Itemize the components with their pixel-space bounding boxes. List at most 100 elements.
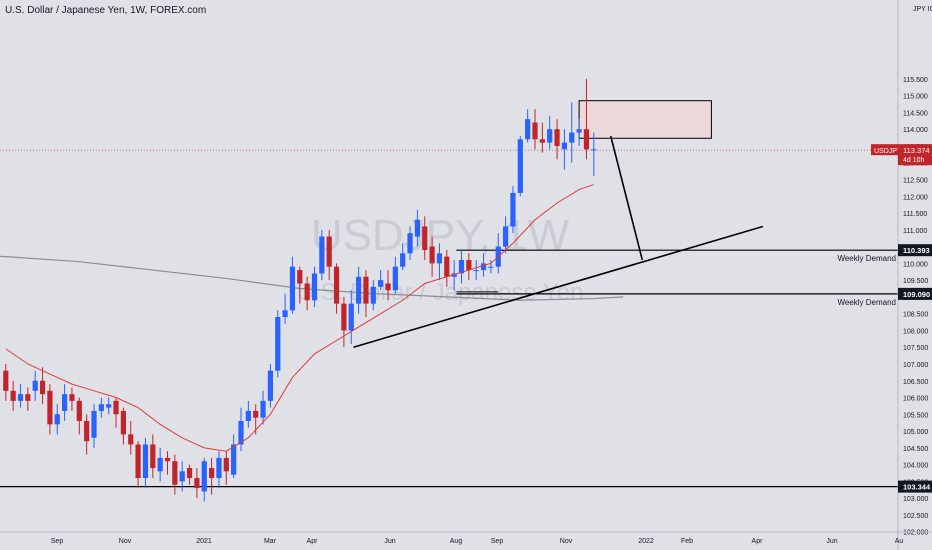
ema-line: [5, 184, 594, 452]
time-tick-label: 2021: [196, 538, 212, 545]
candle-body: [245, 410, 251, 421]
price-tick-label: 105.500: [903, 412, 928, 419]
candle-body: [304, 283, 310, 301]
price-tick-label: 114.500: [903, 110, 928, 117]
time-tick-label: Sep: [491, 538, 504, 545]
price-tick-label: 111.000: [903, 228, 927, 235]
candle-body: [91, 410, 97, 438]
candle-body: [414, 219, 420, 237]
candle-body: [319, 236, 325, 274]
price-tick-label: 107.500: [903, 345, 928, 352]
candle-body: [209, 467, 215, 479]
time-tick-label: Jun: [384, 538, 395, 545]
price-tick-label: 114.000: [903, 127, 928, 134]
time-tick-label: Au: [895, 538, 904, 545]
candle-body: [554, 129, 560, 146]
candle-body: [157, 457, 163, 472]
candle-body: [10, 390, 16, 401]
candle-body: [341, 303, 347, 331]
price-plot: Weekly Demand Weekly Demand: [0, 78, 898, 502]
candle-body: [275, 317, 281, 371]
candle-body: [583, 129, 590, 150]
bar-countdown: 4d 10h: [903, 157, 925, 164]
price-tick-label: 109.500: [903, 278, 928, 285]
candle-body: [385, 283, 391, 291]
candle-body: [591, 149, 597, 151]
candle-body: [106, 404, 112, 408]
candle-body: [113, 400, 119, 415]
candle-body: [54, 414, 60, 425]
candle-body: [150, 444, 156, 468]
candle-body: [289, 266, 296, 311]
candle-body: [120, 410, 126, 435]
currency-label: JPY IO: [913, 6, 932, 13]
candle-body: [400, 253, 406, 267]
candle-body: [179, 471, 185, 482]
watermark-symbol: USDJPY, 1W: [311, 211, 570, 260]
price-tick-label: 102.000: [903, 530, 928, 537]
price-tick-label: 105.000: [903, 429, 928, 436]
last-price-box: [898, 144, 932, 166]
time-tick-label: Sep: [51, 538, 64, 545]
time-tick-label: Nov: [119, 538, 132, 545]
candle-body: [3, 370, 9, 391]
candle-body: [98, 404, 104, 411]
time-axis-ticks[interactable]: Sep Nov 2021 Mar Apr Jun Aug Sep Nov 2022 Feb Apr Ju…: [51, 538, 904, 545]
time-tick-label: Aug: [450, 538, 463, 545]
candle-body: [407, 233, 413, 254]
candle-body: [422, 226, 428, 250]
candle-body: [333, 266, 340, 304]
candle-body: [458, 260, 465, 274]
price-tick-label: 106.500: [903, 379, 928, 386]
projection-path: [609, 135, 644, 261]
candle-body: [363, 276, 369, 304]
candle-body: [370, 286, 376, 304]
ascending-trendline: [353, 225, 764, 348]
price-tick-label: 108.500: [903, 312, 928, 319]
price-tick-label: 106.000: [903, 396, 928, 403]
candle-body: [231, 444, 237, 475]
candle-body: [311, 273, 318, 301]
candle-body: [216, 457, 222, 479]
candle-body: [561, 142, 567, 150]
candle-body: [525, 119, 531, 140]
candle-body: [164, 457, 171, 462]
time-tick-label: Apr: [307, 538, 319, 545]
candle-body: [348, 303, 354, 331]
candle-body: [356, 276, 362, 304]
candle-body: [326, 236, 332, 267]
price-tick-label: 108.000: [903, 328, 928, 335]
symbol-label-box: [871, 144, 898, 156]
time-tick-label: Mar: [264, 538, 277, 545]
candle-body: [47, 390, 53, 425]
price-tick-label: 115.000: [903, 94, 928, 101]
axis-price-labels: 110.393 109.090 103.344 USDJPY 113.374 4d 10h: [871, 144, 932, 493]
level-price-label: 110.393: [903, 246, 930, 255]
weekly-demand-label: Weekly Demand: [837, 298, 896, 307]
candle-body: [503, 226, 509, 247]
candle-body: [297, 270, 303, 284]
candle-body: [135, 444, 141, 479]
level-price-label: 103.344: [903, 483, 931, 492]
price-tick-label: 112.000: [903, 194, 928, 201]
candle-body: [201, 461, 207, 492]
candle-body: [480, 263, 487, 271]
candle-body: [84, 420, 90, 442]
price-tick-label: 104.000: [903, 463, 928, 470]
level-price-label: 109.090: [903, 290, 930, 299]
candle-body: [142, 444, 149, 479]
candle-body: [238, 420, 244, 445]
level-price-box: [898, 480, 932, 493]
candle-body: [576, 129, 582, 133]
candle-body: [466, 260, 472, 271]
price-tick-label: 103.000: [903, 496, 928, 503]
chart-title: U.S. Dollar / Japanese Yen, 1W, FOREX.co…: [5, 5, 207, 16]
supply-zone-rectangle: [578, 100, 712, 139]
time-tick-label: Feb: [681, 538, 693, 545]
price-axis[interactable]: [898, 0, 932, 550]
candle-body: [392, 266, 398, 291]
symbol-label: USDJPY: [874, 148, 902, 155]
time-tick-label: Apr: [752, 538, 764, 545]
candle-body: [267, 370, 273, 401]
